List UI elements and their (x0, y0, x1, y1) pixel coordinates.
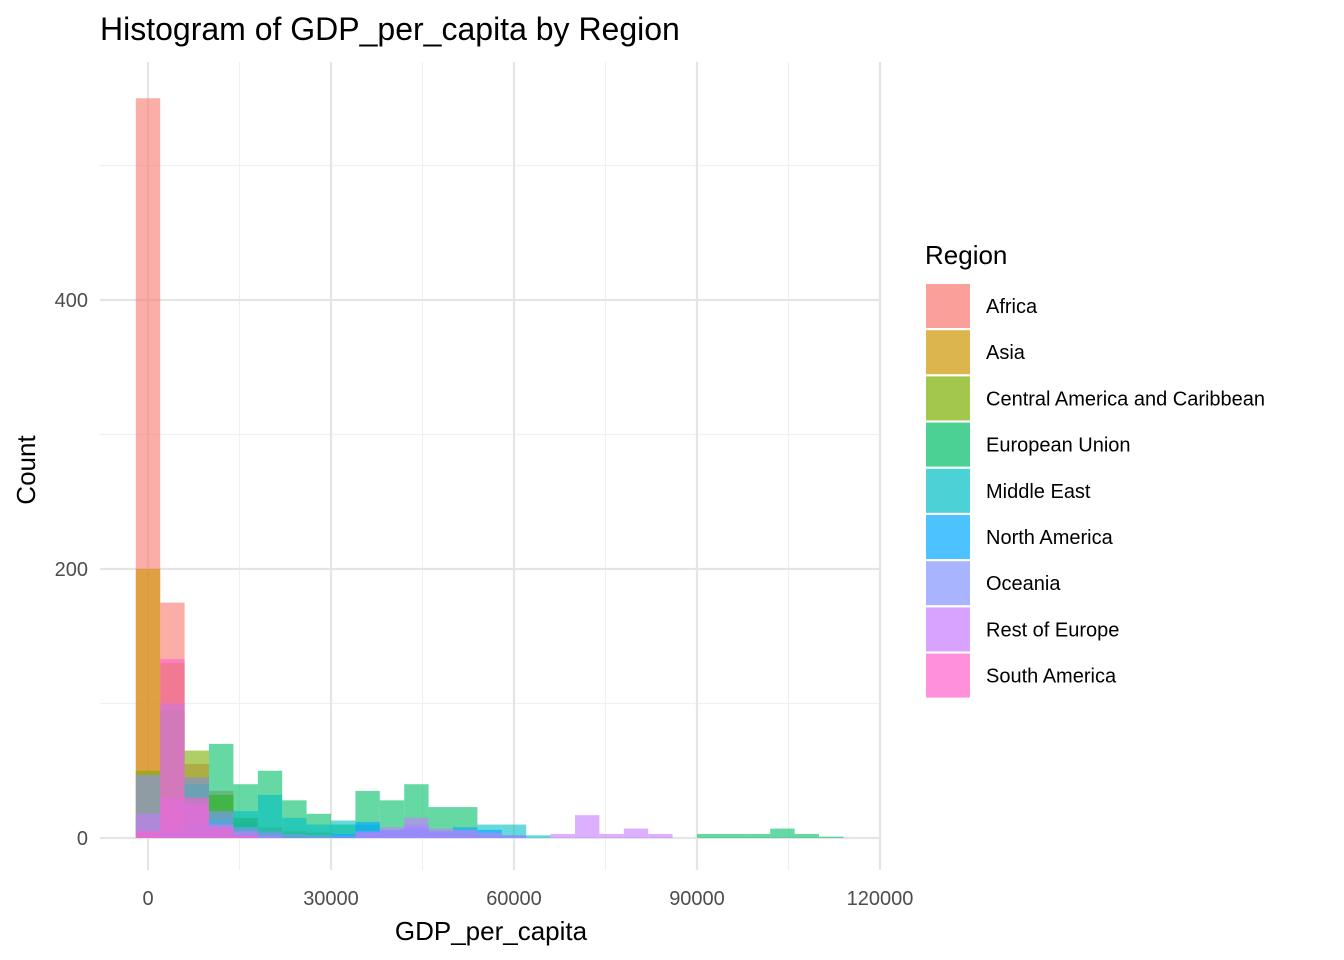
legend-label-6: Oceania (986, 573, 1061, 595)
legend-item-0: Africa (926, 284, 1038, 328)
y-axis-title: Count (11, 435, 41, 505)
legend-swatch-3 (926, 422, 970, 467)
plot-bars (135, 98, 844, 838)
legend-item-2: Central America and Caribbean (926, 376, 1265, 421)
bar-rest-of-europe-5 (257, 835, 283, 838)
legend-label-3: European Union (986, 435, 1131, 457)
bar-middle-east-6 (306, 824, 331, 838)
legend-label-2: Central America and Caribbean (986, 388, 1265, 410)
bar-south-america-3 (209, 827, 234, 838)
bar-middle-east-14 (501, 824, 527, 838)
legend-label-1: Asia (986, 342, 1026, 364)
series-8 (135, 659, 258, 838)
legend-item-4: Middle East (926, 468, 1091, 513)
y-tick-label-1: 200 (55, 559, 88, 581)
x-tick-label-2: 60000 (486, 888, 542, 910)
bar-rest-of-europe-15 (599, 833, 624, 838)
bar-middle-east-15 (526, 835, 551, 838)
legend-swatch-4 (926, 468, 970, 513)
bar-oceania-5 (257, 831, 283, 838)
legend-item-8: South America (926, 653, 1117, 698)
x-axis-title: GDP_per_capita (395, 916, 588, 946)
bar-rest-of-europe-10 (453, 829, 478, 838)
bar-rest-of-europe-7 (379, 827, 405, 838)
bar-oceania-6 (282, 833, 307, 838)
legend-swatch-8 (926, 653, 970, 698)
x-axis-ticks: 0 30000 60000 90000 120000 (142, 888, 913, 910)
legend-label-0: Africa (986, 296, 1038, 318)
bar-middle-east-5 (282, 817, 307, 838)
y-tick-label-0: 0 (77, 828, 88, 850)
legend: Region Africa Asia Central America and Car… (925, 240, 1265, 698)
bar-rest-of-europe-6 (355, 831, 380, 838)
bar-oceania-7 (306, 835, 331, 838)
legend-label-5: North America (986, 527, 1114, 549)
legend-item-6: Oceania (926, 561, 1061, 606)
bar-european-union-15 (745, 833, 771, 838)
bar-middle-east-7 (331, 820, 356, 838)
legend-swatch-5 (926, 515, 970, 559)
legend-item-7: Rest of Europe (926, 607, 1119, 652)
bar-european-union-16 (770, 828, 795, 838)
legend-swatch-7 (926, 607, 970, 652)
bar-rest-of-europe-14 (575, 815, 600, 838)
legend-swatch-0 (926, 284, 970, 328)
bar-south-america-1 (160, 659, 185, 838)
bar-rest-of-europe-4 (233, 831, 258, 838)
bar-rest-of-europe-13 (550, 833, 575, 838)
bar-rest-of-europe-8 (404, 817, 429, 838)
bar-rest-of-europe-16 (623, 828, 649, 838)
legend-swatch-2 (926, 376, 970, 421)
bar-rest-of-europe-9 (428, 828, 453, 838)
bar-oceania-8 (331, 835, 356, 838)
y-axis-ticks: 0 200 400 (55, 290, 88, 850)
legend-item-1: Asia (926, 330, 1026, 375)
legend-item-3: European Union (926, 422, 1131, 467)
x-tick-label-4: 120000 (847, 888, 914, 910)
bar-european-union-17 (794, 833, 819, 838)
y-tick-label-2: 400 (55, 290, 88, 312)
bar-european-union-18 (819, 836, 844, 838)
bar-european-union-14 (721, 833, 746, 838)
bar-middle-east-4 (257, 794, 283, 838)
legend-swatch-6 (926, 561, 970, 606)
bar-south-america-0 (135, 831, 161, 838)
legend-label-7: Rest of Europe (986, 619, 1119, 641)
bar-south-america-4 (233, 835, 258, 838)
bar-rest-of-europe-17 (648, 833, 673, 838)
chart-title: Histogram of GDP_per_capita by Region (100, 11, 680, 47)
x-tick-label-3: 90000 (669, 888, 725, 910)
bar-european-union-13 (697, 833, 722, 838)
bar-rest-of-europe-12 (501, 835, 527, 838)
x-tick-label-0: 0 (142, 888, 153, 910)
legend-label-4: Middle East (986, 481, 1091, 503)
legend-item-5: North America (926, 515, 1114, 559)
legend-label-8: South America (986, 666, 1117, 688)
bar-rest-of-europe-11 (477, 832, 502, 838)
x-tick-label-1: 30000 (303, 888, 359, 910)
bar-south-america-2 (184, 797, 209, 838)
legend-title: Region (925, 240, 1007, 270)
legend-swatch-1 (926, 330, 970, 375)
